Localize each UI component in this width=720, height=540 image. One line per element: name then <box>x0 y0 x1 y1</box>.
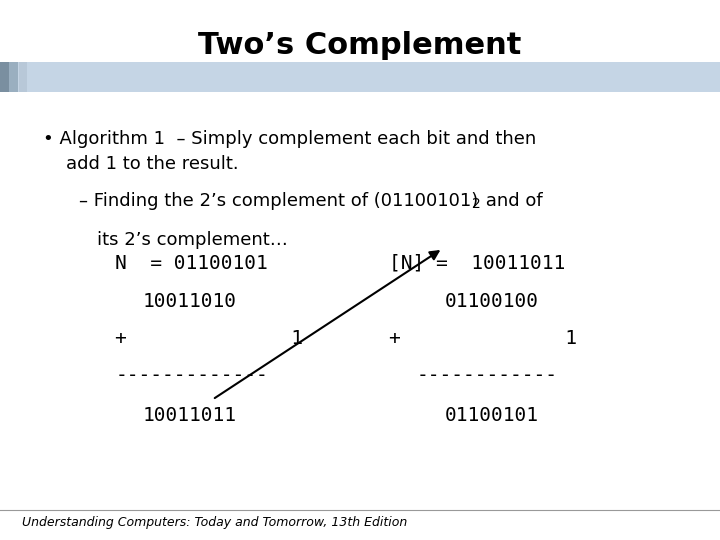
Text: 01100101: 01100101 <box>445 406 539 425</box>
Text: ------------: ------------ <box>416 366 557 385</box>
Text: Two’s Complement: Two’s Complement <box>198 31 522 60</box>
Text: 10011011: 10011011 <box>143 406 237 425</box>
FancyBboxPatch shape <box>9 62 18 92</box>
Text: – Finding the 2’s complement of (01100101): – Finding the 2’s complement of (0110010… <box>79 192 479 210</box>
FancyBboxPatch shape <box>0 62 720 92</box>
Text: 10011010: 10011010 <box>143 292 237 310</box>
FancyBboxPatch shape <box>0 62 9 92</box>
Text: N  = 01100101: N = 01100101 <box>115 254 268 273</box>
Text: +              1: + 1 <box>389 329 577 348</box>
Text: • Algorithm 1  – Simply complement each bit and then
    add 1 to the result.: • Algorithm 1 – Simply complement each b… <box>43 130 536 173</box>
Text: -------------: ------------- <box>115 366 268 385</box>
Text: [N] =  10011011: [N] = 10011011 <box>389 254 565 273</box>
Text: 01100100: 01100100 <box>445 292 539 310</box>
Text: 2: 2 <box>472 197 481 211</box>
Text: Understanding Computers: Today and Tomorrow, 13th Edition: Understanding Computers: Today and Tomor… <box>22 516 407 529</box>
Text: +              1: + 1 <box>115 329 303 348</box>
FancyBboxPatch shape <box>19 62 27 92</box>
Text: and of: and of <box>480 192 542 210</box>
Text: its 2’s complement…: its 2’s complement… <box>97 231 288 248</box>
